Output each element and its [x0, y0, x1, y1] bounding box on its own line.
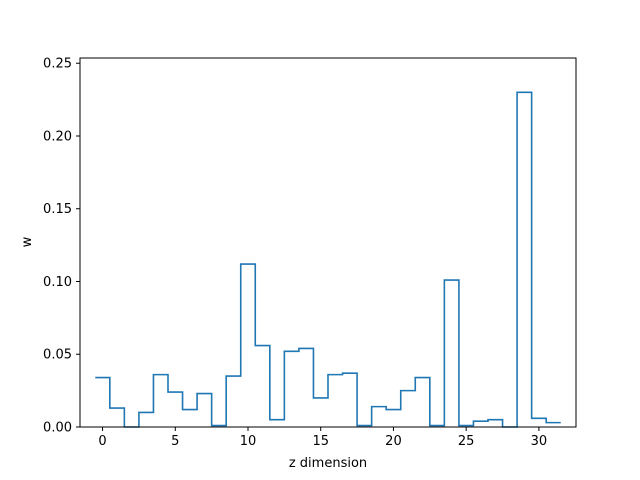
series-step-line — [95, 91, 561, 428]
x-tick-label: 30 — [531, 434, 548, 449]
x-tick-label: 25 — [458, 434, 475, 449]
y-tick-label: 0.20 — [43, 129, 72, 144]
x-axis-label: z dimension — [289, 456, 367, 471]
y-tick-label: 0.15 — [43, 202, 72, 217]
x-tick-label: 20 — [385, 434, 402, 449]
y-tick-label: 0.10 — [43, 275, 72, 290]
y-tick-label: 0.05 — [43, 348, 72, 363]
series-layer — [95, 91, 561, 428]
y-tick-label: 0.25 — [43, 57, 72, 72]
y-axis: 0.00 0.05 0.10 0.15 0.20 0.25 — [43, 57, 80, 436]
x-tick-label: 15 — [312, 434, 329, 449]
y-axis-label: w — [20, 236, 35, 247]
x-axis: 0 5 10 15 20 25 30 — [98, 427, 547, 449]
x-tick-label: 10 — [240, 434, 257, 449]
x-tick-label: 0 — [98, 434, 106, 449]
x-tick-label: 5 — [171, 434, 179, 449]
y-tick-label: 0.00 — [43, 421, 72, 436]
plot-frame — [79, 57, 577, 428]
